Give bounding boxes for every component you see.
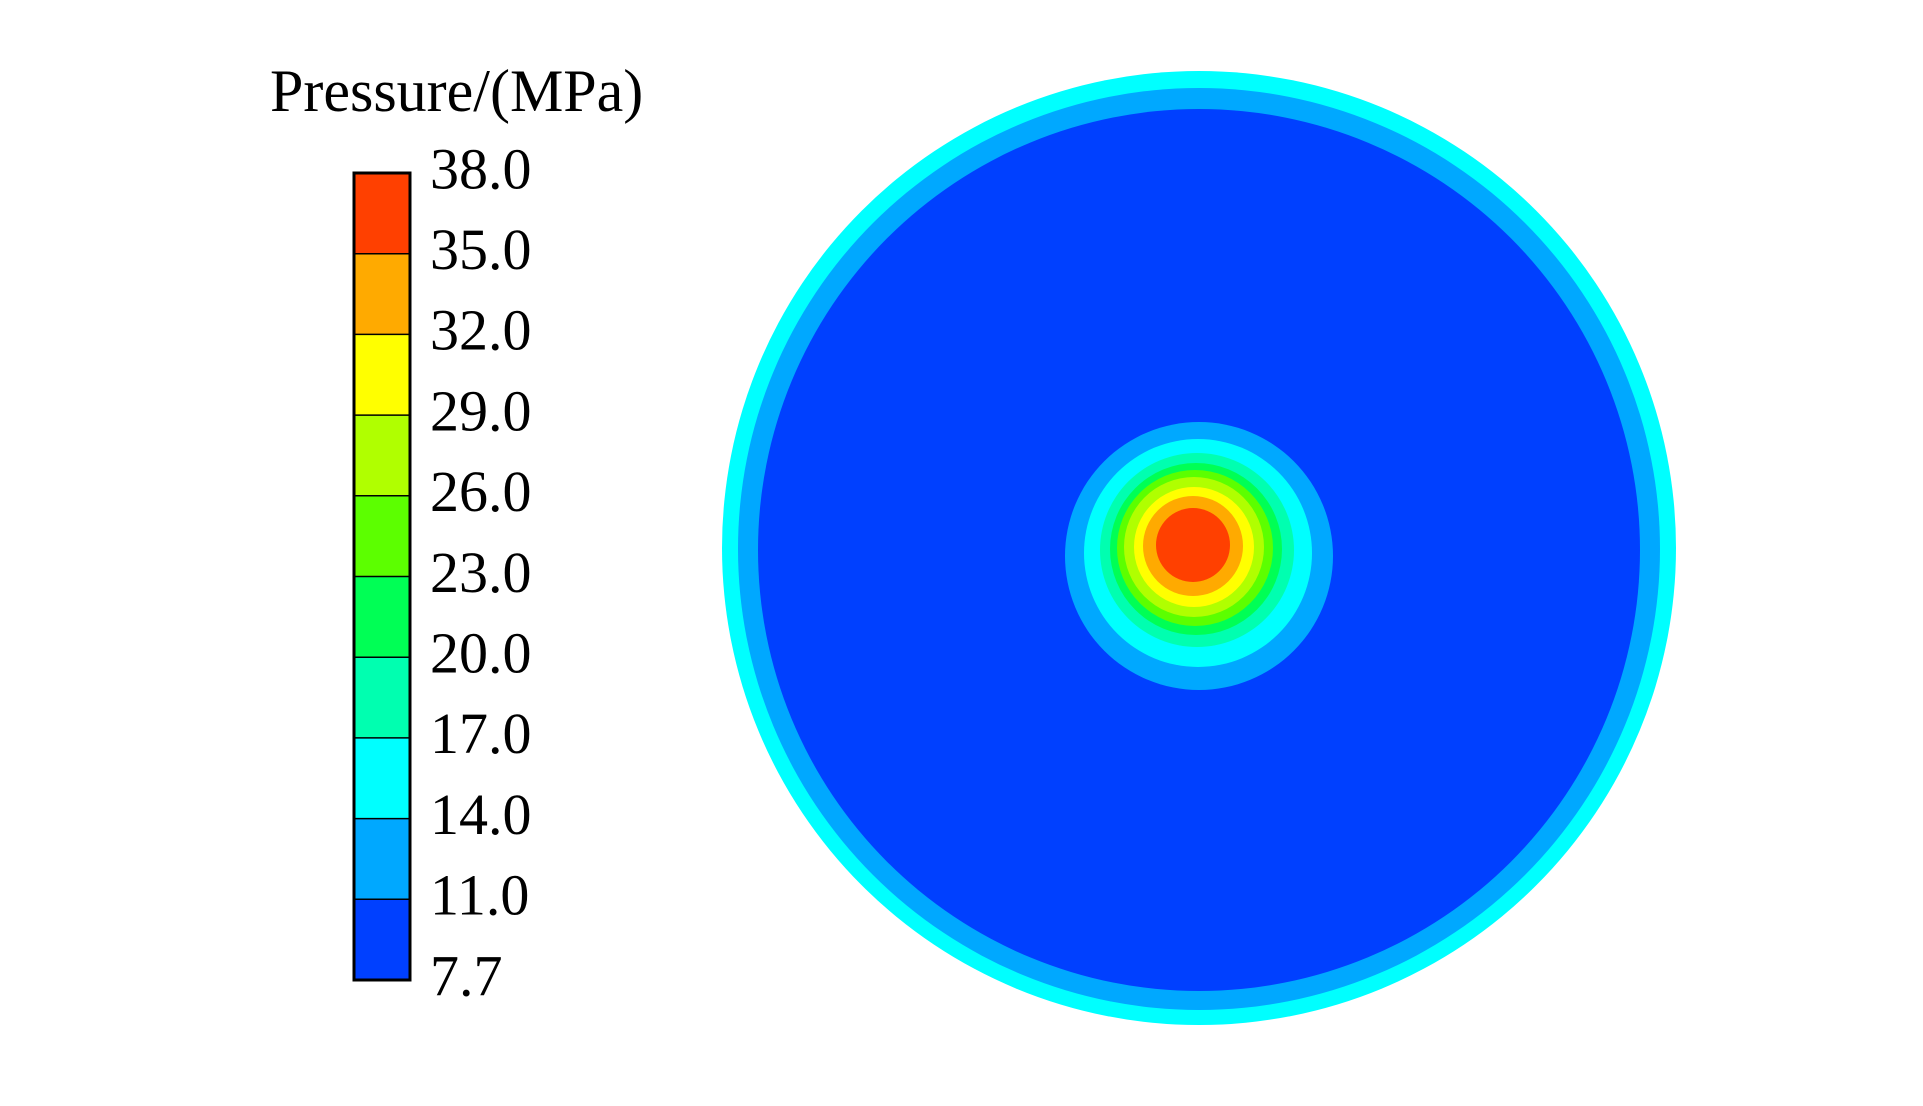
- colorbar-tick-label: 14.0: [430, 782, 532, 847]
- colorbar-tick-label: 26.0: [430, 459, 532, 524]
- colorbar-band: [354, 253, 410, 335]
- colorbar-band: [354, 173, 410, 254]
- colorbar-tick-label: 20.0: [430, 621, 532, 686]
- colorbar-tick-label: 38.0: [430, 136, 532, 201]
- contour-region: [1156, 508, 1230, 582]
- colorbar-tick-label: 35.0: [430, 217, 532, 282]
- colorbar-band: [354, 899, 410, 980]
- colorbar-tick-label: 23.0: [430, 540, 532, 605]
- colorbar-tick-label: 32.0: [430, 298, 532, 363]
- colorbar-tick-label: 7.7: [430, 943, 503, 1008]
- colorbar-band: [354, 334, 410, 416]
- colorbar-band: [354, 737, 410, 819]
- colorbar-frame: [352, 171, 412, 982]
- colorbar-band: [354, 818, 410, 900]
- colorbar-tick-label: 11.0: [430, 863, 529, 928]
- colorbar-title: Pressure/(MPa): [270, 58, 643, 124]
- colorbar-tick-label: 17.0: [430, 701, 532, 766]
- colorbar-band: [354, 495, 410, 577]
- colorbar-band: [354, 576, 410, 658]
- colorbar-band: [354, 657, 410, 738]
- colorbar-band: [354, 415, 410, 496]
- colorbar-tick-label: 29.0: [430, 378, 532, 443]
